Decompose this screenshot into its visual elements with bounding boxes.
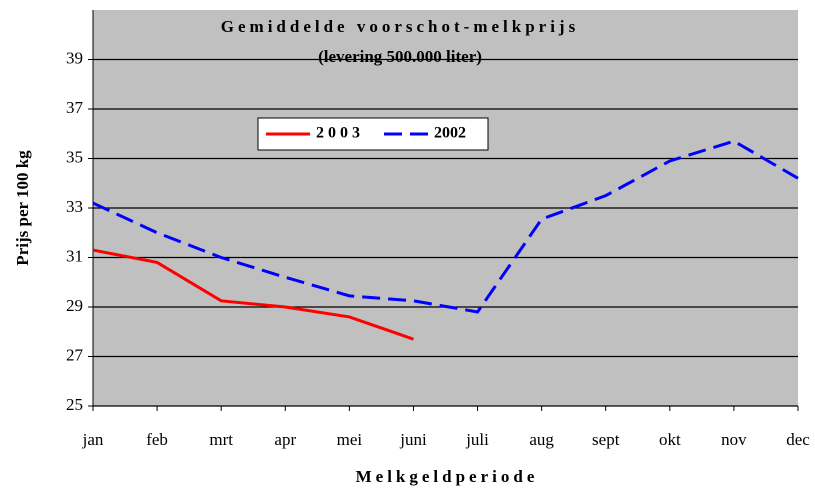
x-tick-label: mei bbox=[337, 430, 363, 449]
series-line bbox=[92, 139, 799, 314]
y-tick-label: 33 bbox=[66, 197, 83, 216]
legend bbox=[257, 117, 489, 151]
x-tick-label: juni bbox=[399, 430, 427, 449]
x-tick-label: sept bbox=[592, 430, 620, 449]
y-tick-label: 37 bbox=[66, 98, 84, 117]
y-tick-label: 27 bbox=[66, 345, 84, 364]
legend-label: 2 0 0 3 bbox=[316, 125, 360, 142]
chart-subtitle: (levering 500.000 liter) bbox=[318, 47, 482, 66]
x-tick-label: feb bbox=[146, 430, 168, 449]
y-tick-label: 39 bbox=[66, 48, 83, 67]
x-tick-label: dec bbox=[786, 430, 810, 449]
y-tick-label: 29 bbox=[66, 296, 83, 315]
y-axis-label: Prijs per 100 kg bbox=[13, 150, 32, 266]
legend-label: 2002 bbox=[434, 125, 466, 142]
y-tick-label: 31 bbox=[66, 246, 83, 265]
lines bbox=[92, 139, 799, 341]
y-tick-label: 35 bbox=[66, 147, 83, 166]
x-tick-label: apr bbox=[274, 430, 296, 449]
y-tick-label: 25 bbox=[66, 395, 83, 414]
x-tick-label: aug bbox=[529, 430, 554, 449]
x-tick-label: jan bbox=[82, 430, 104, 449]
x-tick-label: okt bbox=[659, 430, 681, 449]
x-tick-label: mrt bbox=[209, 430, 233, 449]
chart-title: Gemiddelde voorschot-melkprijs bbox=[221, 17, 579, 36]
x-axis-label: Melkgeldperiode bbox=[356, 467, 539, 486]
series-line bbox=[92, 248, 414, 341]
x-tick-label: nov bbox=[721, 430, 747, 449]
x-tick-label: juli bbox=[465, 430, 489, 449]
